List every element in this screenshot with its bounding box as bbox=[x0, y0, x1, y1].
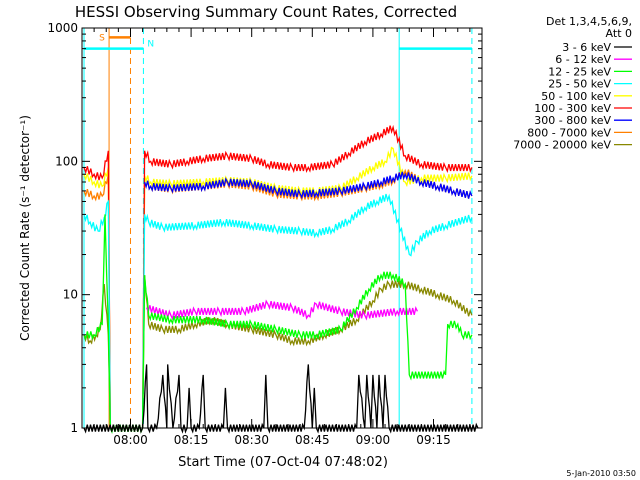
x-tick-label: 08:45 bbox=[295, 433, 330, 447]
series-line bbox=[83, 275, 473, 434]
y-tick-label: 10 bbox=[63, 288, 78, 302]
y-tick-label: 1000 bbox=[47, 21, 78, 35]
chart-title: HESSI Observing Summary Count Rates, Cor… bbox=[75, 3, 457, 21]
series-line bbox=[83, 214, 473, 434]
x-tick-label: 09:15 bbox=[416, 433, 451, 447]
plot-series bbox=[83, 124, 479, 434]
plot-frame bbox=[81, 27, 483, 429]
y-tick-label: 1 bbox=[70, 421, 78, 435]
legend-entry-label: 7000 - 20000 keV bbox=[513, 139, 611, 152]
y-axis-label: Corrected Count Rate (s⁻¹ detector⁻¹) bbox=[18, 115, 32, 341]
legend-entry-label: 800 - 7000 keV bbox=[527, 126, 611, 139]
legend-entry-label: 50 - 100 keV bbox=[541, 90, 611, 103]
legend-entry-label: 300 - 800 keV bbox=[534, 114, 611, 127]
series-12-25-kev bbox=[83, 214, 473, 434]
state-bar-label: N bbox=[147, 40, 154, 50]
series-7000-20000-kev bbox=[83, 275, 473, 434]
legend-header-line-1: Det 1,3,4,5,6,9, bbox=[546, 15, 632, 28]
plot-bars: SN bbox=[84, 33, 472, 50]
series-3-6-kev bbox=[83, 364, 479, 434]
series-300-800-kev bbox=[143, 171, 473, 200]
series-line bbox=[143, 171, 473, 200]
series-line bbox=[83, 364, 479, 434]
footer-timestamp: 5-Jan-2010 03:50 bbox=[566, 469, 636, 478]
series-line bbox=[145, 299, 418, 321]
legend-entry-label: 25 - 50 keV bbox=[548, 78, 611, 91]
x-tick-label: 08:30 bbox=[234, 433, 269, 447]
series-100-300-kev bbox=[83, 124, 473, 434]
legend-entry-label: 6 - 12 keV bbox=[555, 53, 611, 66]
series-line bbox=[83, 193, 473, 434]
x-tick-label: 09:00 bbox=[356, 433, 391, 447]
y-axis: 1 10 100 1000 bbox=[47, 21, 482, 435]
x-axis: 08:00 08:15 08:30 08:45 09:00 09:15 bbox=[93, 28, 471, 447]
legend-entry-label: 100 - 300 keV bbox=[534, 102, 611, 115]
state-bar-label: S bbox=[99, 33, 105, 43]
series-line bbox=[83, 168, 473, 434]
x-tick-label: 08:00 bbox=[113, 433, 148, 447]
x-axis-label: Start Time (07-Oct-04 07:48:02) bbox=[178, 455, 388, 470]
y-tick-label: 100 bbox=[55, 154, 78, 168]
series-6-12-kev bbox=[145, 299, 418, 321]
legend-header-line-2: Att 0 bbox=[606, 27, 632, 40]
x-tick-label: 08:15 bbox=[174, 433, 209, 447]
series-800-7000-kev bbox=[83, 168, 473, 434]
plot-lines bbox=[83, 28, 473, 428]
legend-entry-label: 12 - 25 keV bbox=[548, 65, 611, 78]
series-line bbox=[83, 124, 473, 434]
legend-entry-label: 3 - 6 keV bbox=[562, 41, 611, 54]
series-25-50-kev bbox=[83, 193, 473, 434]
